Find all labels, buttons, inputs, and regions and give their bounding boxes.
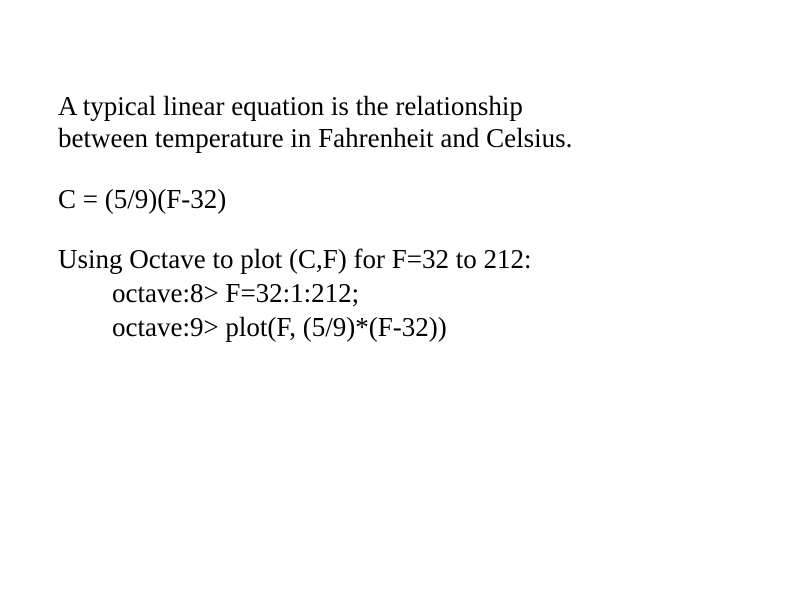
octave-line-1: octave:8> F=32:1:212; <box>58 277 736 311</box>
equation-text: C = (5/9)(F-32) <box>58 184 226 214</box>
octave-block: Using Octave to plot (C,F) for F=32 to 2… <box>58 243 736 344</box>
octave-line-2: octave:9> plot(F, (5/9)*(F-32)) <box>58 311 736 345</box>
intro-paragraph: A typical linear equation is the relatio… <box>58 90 736 155</box>
intro-line-1: A typical linear equation is the relatio… <box>58 91 523 121</box>
equation-line: C = (5/9)(F-32) <box>58 183 736 215</box>
intro-line-2: between temperature in Fahrenheit and Ce… <box>58 123 572 153</box>
octave-intro: Using Octave to plot (C,F) for F=32 to 2… <box>58 243 736 277</box>
